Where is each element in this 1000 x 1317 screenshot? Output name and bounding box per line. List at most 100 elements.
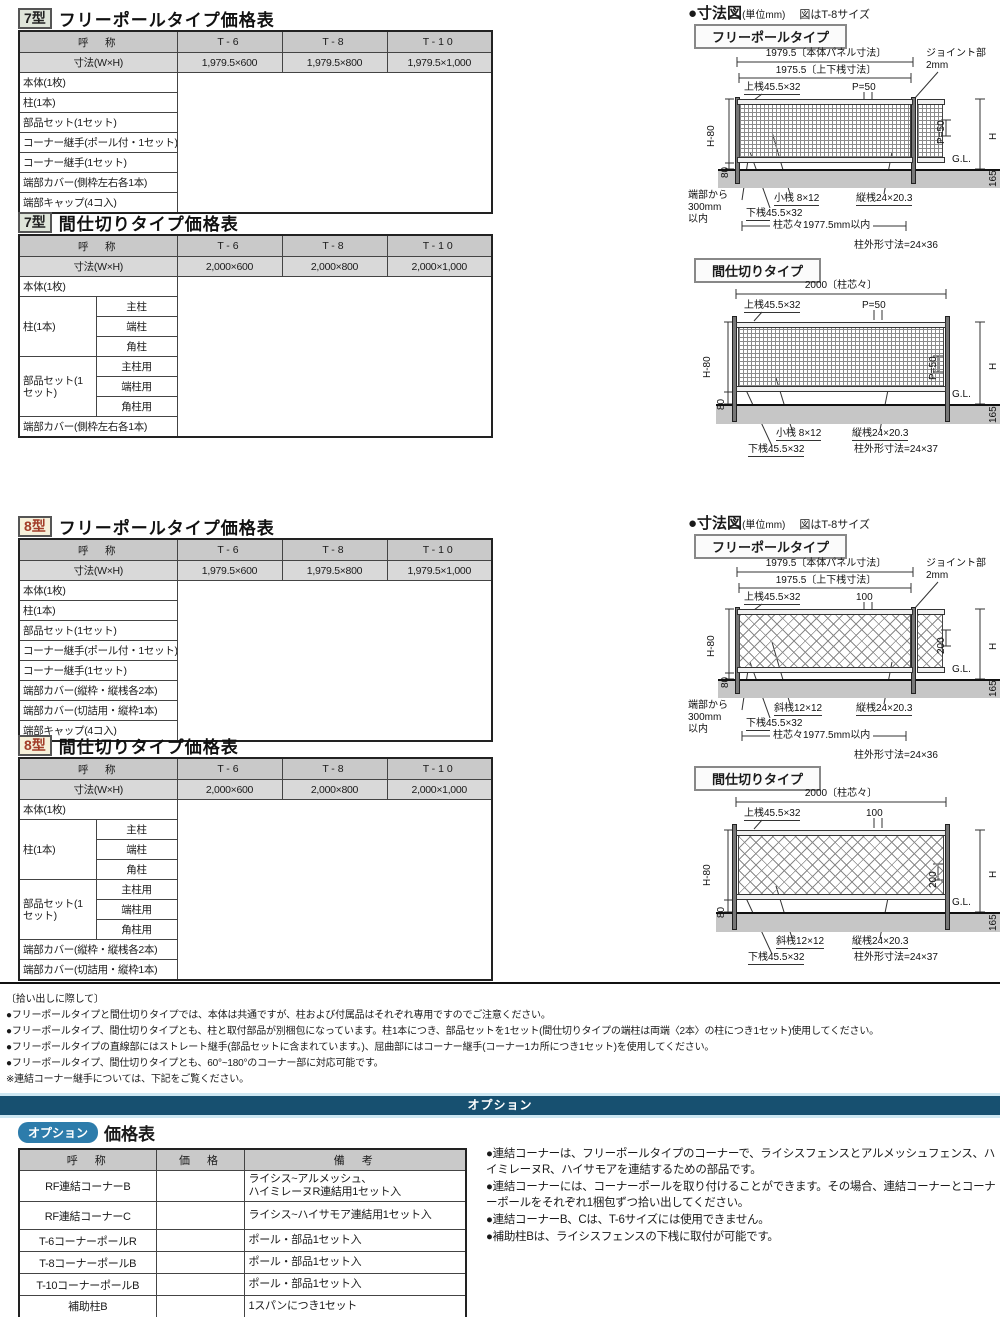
dim-label-pitch-top: 100 <box>856 592 873 603</box>
row-group-label: 柱(1本) <box>18 819 97 880</box>
dim-label-165: 165 <box>988 914 999 931</box>
option-banner: オプション <box>0 1093 1000 1118</box>
price-cell-empty <box>176 276 493 438</box>
col-header-name: 呼 称 <box>18 538 178 561</box>
edge-note-line2: 300mm <box>688 712 722 723</box>
dim-label-top-rail: 上桟45.5×32 <box>744 592 801 605</box>
option-bullet: ●連結コーナーは、フリーポールタイプのコーナーで、ライシスフェンスとアルメッシュ… <box>486 1148 995 1176</box>
option-title-text: 価格表 <box>104 1125 156 1144</box>
dim-label-165: 165 <box>988 170 999 187</box>
type-badge-8: 8型 <box>18 516 52 537</box>
dim-label-vertical-rail: 縦桟24×20.3 <box>856 193 913 206</box>
dim-label-top-rail: 上桟45.5×32 <box>744 300 801 313</box>
adjacent-top-rail <box>917 99 945 105</box>
row-sublabel: 角柱用 <box>95 919 178 940</box>
col-header-name: 呼 称 <box>18 30 178 53</box>
fence-post-right <box>911 607 916 694</box>
fence-post-left <box>732 316 737 422</box>
row-sublabel: 端柱用 <box>95 376 178 397</box>
edge-note-line1: 端部から <box>688 700 728 711</box>
row-sublabel: 端柱 <box>95 839 178 860</box>
option-price-title: オプション 価格表 <box>18 1120 155 1145</box>
dim-unit: (単位mm) <box>742 520 786 531</box>
dim-label-rail-width: 1975.5〔上下桟寸法〕 <box>775 575 877 586</box>
edge-note-line2: 300mm <box>688 202 722 213</box>
option-row-price <box>155 1273 245 1296</box>
dim-fig-label: ●寸法図 <box>688 5 743 22</box>
ground-band <box>718 679 1000 698</box>
dim-label-vertical-rail: 縦桟24×20.3 <box>852 936 909 949</box>
dim-label-h: H <box>988 362 999 370</box>
dim-label-diagonal-rail: 斜桟12×12 <box>774 703 823 716</box>
dim-label-h: H <box>988 642 999 650</box>
row-label: 本体(1枚) <box>18 580 178 601</box>
top-rail <box>736 322 946 328</box>
dim-unit: (単位mm) <box>742 10 786 21</box>
section-title-text: 間仕切りタイプ価格表 <box>58 215 239 234</box>
dim-label-post-size: 柱外形寸法=24×36 <box>854 750 938 761</box>
dim-value: 2,000×800 <box>281 256 388 277</box>
option-row-name: RF連結コーナーB <box>18 1170 157 1202</box>
row-label: 端部キャップ(4コ入) <box>18 720 178 742</box>
col-header-price: 価 格 <box>155 1148 245 1171</box>
dim-note: 図はT-8サイズ <box>799 519 870 531</box>
dim-value: 1,979.5×600 <box>176 560 283 581</box>
fence-post-right <box>945 824 950 930</box>
option-row-price <box>155 1295 245 1317</box>
dim-header: 寸法(W×H) <box>18 52 178 73</box>
row-label: コーナー継手(ポール付・1セット) <box>18 640 178 661</box>
option-row-name: RF連結コーナーC <box>18 1201 157 1230</box>
option-bullet: ●連結コーナーB、Cは、T-6サイズには使用できません。 <box>486 1214 770 1226</box>
row-sublabel: 主柱 <box>95 296 178 317</box>
dim-value: 2,000×600 <box>176 779 283 800</box>
dim-label-small-rail: 小桟 8×12 <box>776 428 822 441</box>
section-title-text: 間仕切りタイプ価格表 <box>58 738 239 757</box>
dim-label-panel-width: 1979.5〔本体パネル寸法〕 <box>765 558 887 569</box>
row-label: 端部カバー(切詰用・縦枠1本) <box>18 700 178 721</box>
adjacent-bottom-rail <box>917 157 945 163</box>
adjacent-bottom-rail <box>917 667 945 673</box>
dim-label-pitch-top: P=50 <box>862 300 886 311</box>
row-sublabel: 角柱 <box>95 336 178 357</box>
row-label: 端部キャップ(4コ入) <box>18 192 178 214</box>
row-label: 端部カバー(切詰用・縦枠1本) <box>18 959 178 981</box>
dim-label-joint-gap: 2mm <box>926 570 949 581</box>
row-group-label: 部品セット(1セット) <box>18 356 97 417</box>
option-row-price <box>155 1201 245 1230</box>
row-label: 端部カバー(縦枠・縦桟各2本) <box>18 680 178 701</box>
row-label: 部品セット(1セット) <box>18 620 178 641</box>
diagram-heading: ●寸法図(単位mm) 図はT-8サイズ <box>688 512 870 533</box>
col-header: T-6 <box>176 538 283 561</box>
row-label: 端部カバー(側枠左右各1本) <box>18 416 178 438</box>
row-label: 端部カバー(縦枠・縦桟各2本) <box>18 939 178 960</box>
bottom-rail <box>737 667 913 673</box>
dim-label-panel-width: 1979.5〔本体パネル寸法〕 <box>765 48 887 59</box>
option-row-price <box>155 1170 245 1202</box>
price-table-8-freepole: 呼 称 T-6 T-8 T-10 寸法(W×H) 1,979.5×600 1,9… <box>18 538 493 742</box>
dim-label-post-pitch: 柱芯々1977.5mm以内 <box>770 220 874 231</box>
dim-label-vertical-rail: 縦桟24×20.3 <box>856 703 913 716</box>
dim-label-pitch-top: P=50 <box>852 82 876 93</box>
section-title-text: フリーポールタイプ価格表 <box>58 11 275 30</box>
dim-label-joint: ジョイント部 <box>926 48 986 59</box>
freepole-type-label: フリーポールタイプ <box>694 24 848 49</box>
top-rail <box>737 99 913 105</box>
row-group-label: 部品セット(1セット) <box>18 879 97 940</box>
dim-label-rail-width: 1975.5〔上下桟寸法〕 <box>775 65 877 76</box>
divider-rule <box>0 982 1000 984</box>
dim-label-diagonal-rail: 斜桟12×12 <box>776 936 825 949</box>
row-label: 本体(1枚) <box>18 276 178 297</box>
adjacent-mesh-panel <box>917 105 943 157</box>
mesh-panel <box>738 836 944 894</box>
col-header-note: 備 考 <box>243 1148 467 1171</box>
col-header: T-8 <box>281 538 388 561</box>
partition-type-label: 間仕切りタイプ <box>694 258 822 283</box>
col-header-name: 呼 称 <box>18 757 178 780</box>
col-header: T-6 <box>176 234 283 257</box>
dim-label-gl: G.L. <box>952 897 971 908</box>
dim-label-pitch-top: 100 <box>866 808 883 819</box>
edge-note-line3: 以内 <box>688 214 708 225</box>
dim-label-h: H <box>988 870 999 878</box>
option-bullets: ●連結コーナーは、フリーポールタイプのコーナーで、ライシスフェンスとアルメッシュ… <box>486 1146 996 1246</box>
